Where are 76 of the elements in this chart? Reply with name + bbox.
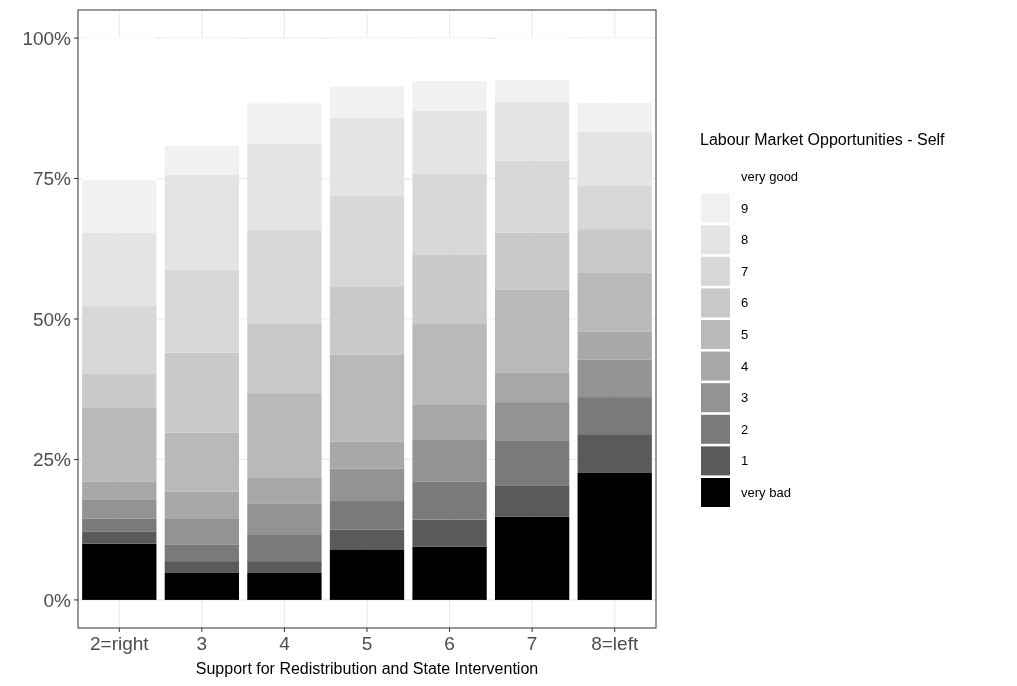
- bar: [82, 481, 157, 500]
- x-tick-label: 7: [526, 633, 538, 654]
- bar: [164, 491, 240, 520]
- bar: [412, 404, 487, 440]
- bar: [164, 519, 240, 545]
- bar: [577, 434, 652, 473]
- bar: [494, 516, 570, 600]
- bar: [494, 232, 570, 290]
- bar: [247, 503, 322, 535]
- bar: [247, 103, 322, 144]
- bar: [82, 531, 157, 544]
- bar: [412, 481, 487, 520]
- y-tick-label: 50%: [32, 308, 72, 330]
- bar: [577, 397, 652, 435]
- bar: [247, 561, 322, 573]
- bar: [577, 229, 652, 273]
- legend-title: Labour Market Opportunities - Self: [700, 131, 946, 148]
- bar: [412, 254, 487, 325]
- x-axis-title: Support for Redistribution and State Intervention: [195, 660, 539, 677]
- bar: [164, 561, 240, 573]
- bar: [412, 439, 487, 482]
- bar: [412, 546, 487, 600]
- bar: [247, 324, 322, 394]
- legend-label: 6: [741, 295, 749, 311]
- bar: [494, 402, 570, 441]
- bar: [82, 407, 157, 482]
- bar: [164, 352, 240, 433]
- legend-label: very bad: [741, 485, 791, 501]
- bar: [412, 519, 487, 547]
- legend-label: 5: [741, 327, 749, 343]
- bar: [247, 393, 322, 478]
- legend-label: 3: [741, 390, 749, 406]
- legend-label: 7: [741, 263, 749, 279]
- bar: [329, 441, 405, 469]
- text: very good: [741, 169, 799, 185]
- x-tick-label: 2=right: [89, 633, 150, 654]
- bar: [164, 544, 240, 562]
- bar: [82, 374, 157, 408]
- legend-label: 9: [741, 200, 749, 216]
- bar: [164, 432, 240, 492]
- bar: [82, 518, 157, 532]
- bar: [494, 485, 570, 517]
- bar: [329, 468, 405, 502]
- bar: [82, 499, 157, 519]
- bar: [164, 572, 240, 600]
- legend-label: 2: [741, 421, 749, 437]
- y-tick-label: 0%: [43, 589, 72, 611]
- bar: [329, 501, 405, 530]
- bar: [494, 372, 570, 403]
- x-tick-label: 6: [444, 633, 455, 654]
- bar: [164, 145, 240, 175]
- bar: [329, 286, 405, 355]
- bar: [412, 324, 487, 405]
- y-tick-label: 100%: [22, 27, 72, 49]
- x-tick-label: 5: [361, 633, 373, 654]
- bar: [329, 354, 405, 442]
- bar: [494, 289, 570, 373]
- legend-label: 4: [741, 358, 749, 374]
- legend-label: 1: [741, 453, 749, 469]
- bar: [82, 543, 157, 600]
- bar: [577, 272, 652, 332]
- bar: [577, 359, 652, 398]
- bar: [494, 440, 570, 486]
- y-tick-label: 75%: [32, 168, 72, 190]
- x-tick-label: 8=left: [591, 633, 639, 654]
- x-tick-label: 4: [279, 633, 291, 654]
- bar: [329, 529, 405, 550]
- bar: [247, 572, 322, 600]
- bar: [577, 472, 652, 600]
- bar: [247, 534, 322, 562]
- bar: [329, 549, 405, 600]
- bar: [247, 478, 322, 504]
- legend-label: 8: [741, 232, 749, 248]
- y-tick-label: 25%: [32, 449, 72, 471]
- bar: [577, 331, 652, 360]
- x-tick-label: 3: [196, 633, 208, 654]
